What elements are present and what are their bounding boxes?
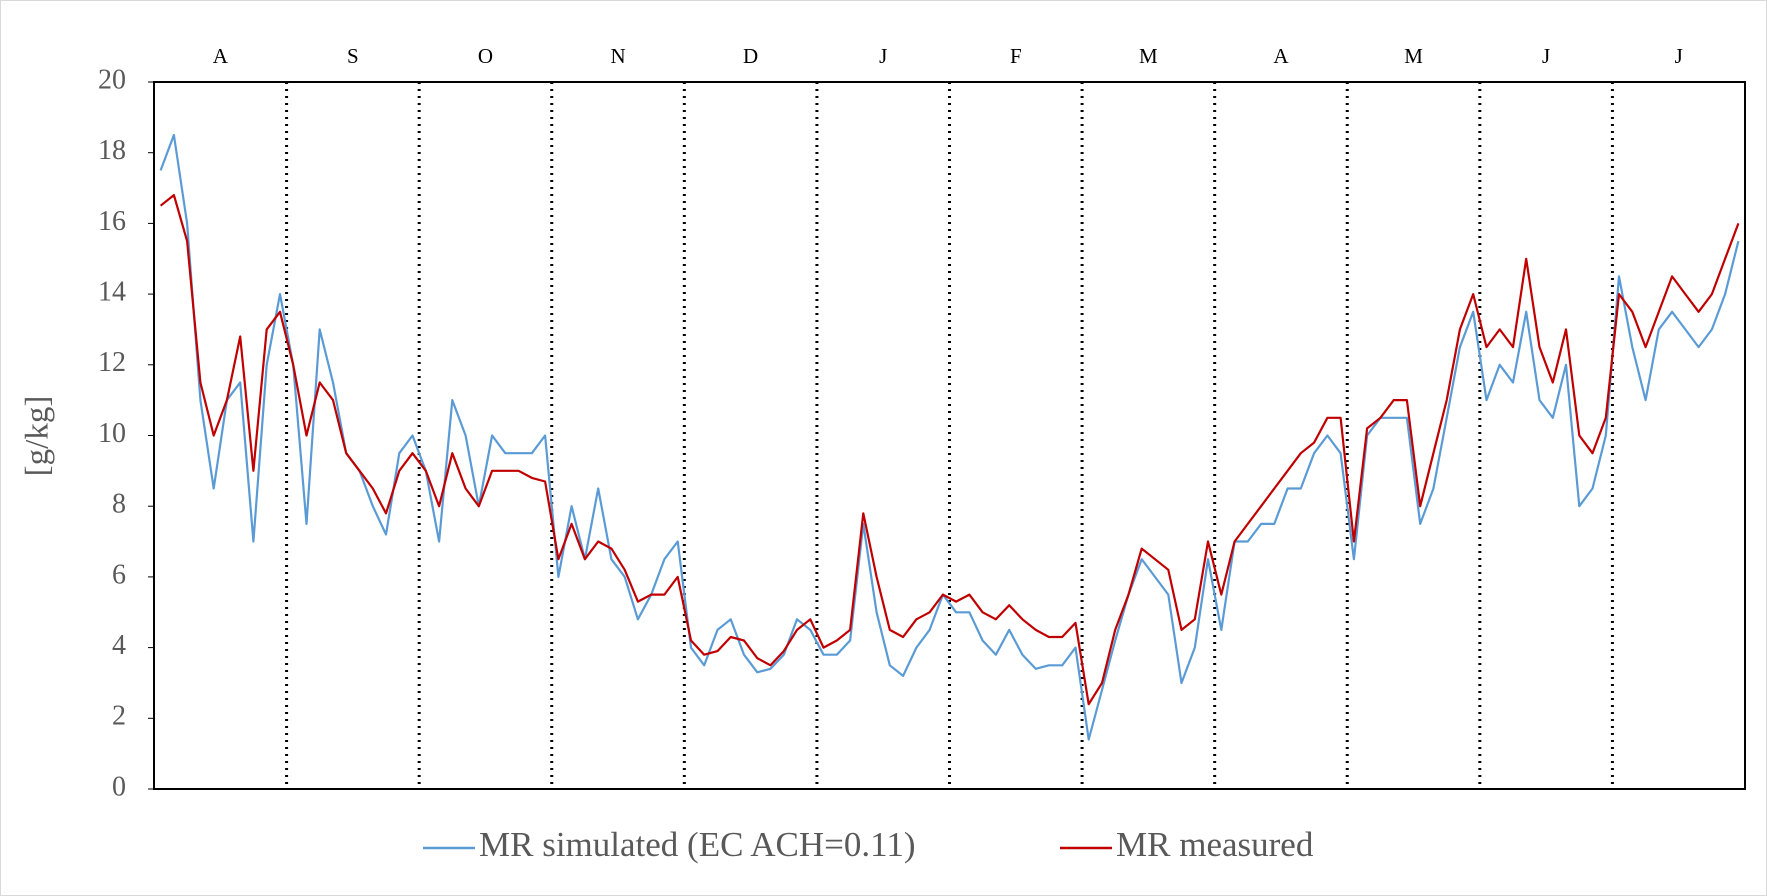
month-label: O bbox=[478, 44, 493, 68]
y-tick-label: 2 bbox=[112, 701, 126, 732]
month-label: D bbox=[743, 44, 758, 68]
month-label: M bbox=[1139, 44, 1158, 68]
y-axis-label: [g/kg] bbox=[20, 396, 56, 477]
month-label: J bbox=[1542, 44, 1550, 68]
month-label: J bbox=[1675, 44, 1683, 68]
y-tick-label: 20 bbox=[98, 64, 126, 95]
month-label: A bbox=[1273, 44, 1289, 68]
y-tick-label: 12 bbox=[98, 347, 126, 378]
y-tick-label: 8 bbox=[112, 489, 126, 520]
y-tick-label: 16 bbox=[98, 206, 126, 237]
y-tick-label: 0 bbox=[112, 771, 126, 802]
legend-label: MR simulated (EC ACH=0.11) bbox=[479, 825, 916, 864]
y-tick-label: 14 bbox=[98, 277, 126, 308]
month-label: F bbox=[1010, 44, 1022, 68]
y-tick-label: 6 bbox=[112, 559, 126, 590]
month-label: N bbox=[610, 44, 625, 68]
month-label: J bbox=[879, 44, 887, 68]
y-tick-label: 10 bbox=[98, 418, 126, 449]
month-label: M bbox=[1404, 44, 1423, 68]
month-label: A bbox=[213, 44, 229, 68]
y-tick-label: 18 bbox=[98, 135, 126, 166]
month-label: S bbox=[347, 44, 359, 68]
series-line bbox=[159, 133, 1740, 741]
y-tick-label: 4 bbox=[112, 630, 126, 661]
legend-label: MR measured bbox=[1116, 825, 1314, 864]
plot-frame bbox=[153, 81, 1746, 790]
series-line bbox=[159, 194, 1740, 706]
